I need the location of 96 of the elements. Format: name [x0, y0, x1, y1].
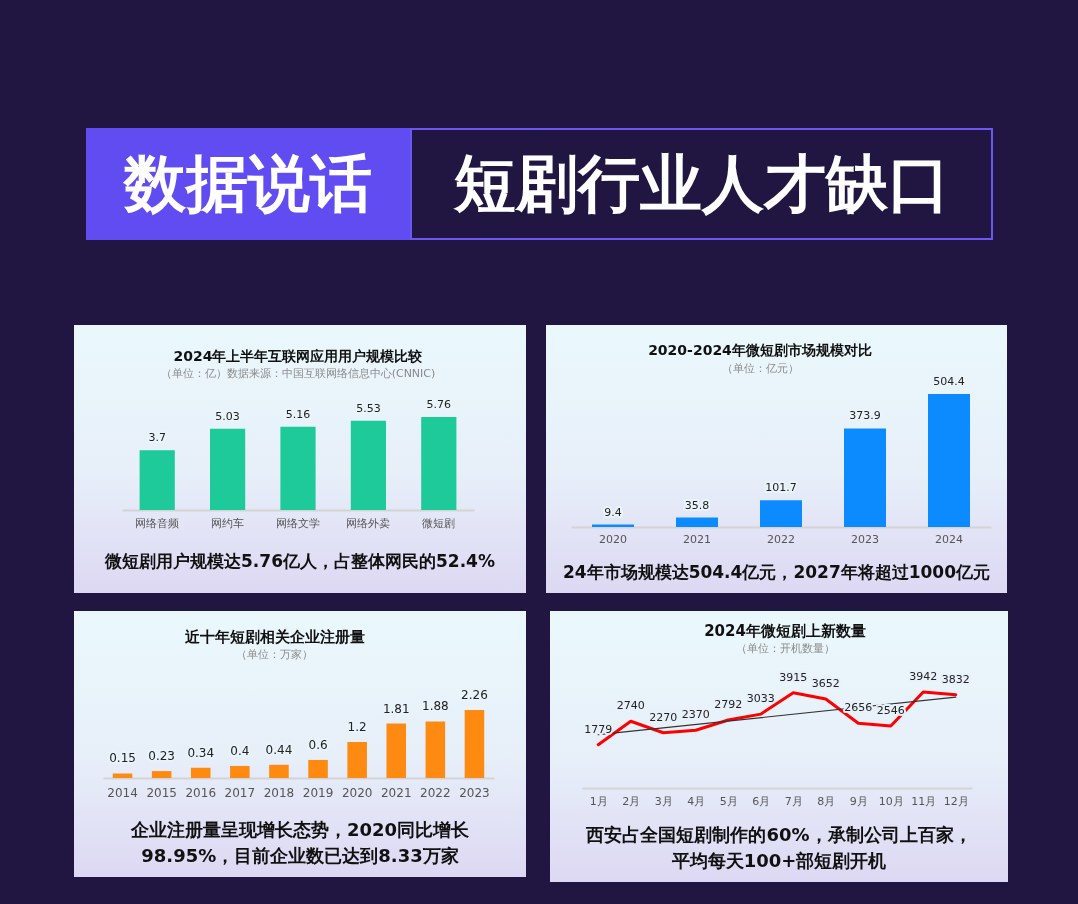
x-tick-label: 10月	[878, 794, 904, 808]
chart-title: 近十年短剧相关企业注册量	[183, 628, 365, 646]
data-label: 1.81	[382, 701, 410, 716]
bar	[760, 500, 802, 527]
data-label: 0.44	[265, 742, 293, 757]
data-label: 5.03	[215, 409, 240, 423]
x-tick-label: 2014	[107, 785, 138, 800]
data-label: 0.15	[109, 751, 136, 766]
bar	[139, 450, 175, 510]
data-label: 3652	[811, 677, 840, 691]
data-label: 0.6	[308, 737, 328, 752]
bar	[421, 417, 457, 510]
bar	[386, 723, 407, 778]
x-tick-label: 2022	[420, 785, 451, 800]
text: 24年市场规模达504.4亿元，2027年将超过1000亿元	[561, 561, 992, 584]
bar	[464, 710, 485, 778]
x-tick-label: 网约车	[211, 516, 245, 530]
bar	[350, 420, 386, 510]
bar	[347, 741, 367, 778]
text: 西安占全国短剧制作的60%，承制公司上百家，平均每天100+部短剧开机	[586, 823, 972, 874]
bar	[425, 721, 446, 778]
x-tick-label: 2020	[341, 785, 373, 800]
data-label: 0.34	[187, 745, 215, 760]
data-label: 0.23	[148, 749, 176, 764]
x-tick-label: 2019	[302, 785, 334, 800]
data-label: 1779	[584, 722, 613, 736]
bar	[190, 767, 211, 778]
bar	[151, 771, 172, 778]
bar	[676, 517, 718, 527]
data-label: 0.4	[230, 743, 250, 758]
bar	[928, 394, 970, 527]
data-label: 1.88	[421, 699, 449, 714]
bar	[280, 426, 316, 510]
chart-subtitle: （单位：亿）数据来源：中国互联网络信息中心(CNNIC)	[160, 367, 436, 380]
x-tick-label: 9月	[849, 794, 868, 808]
x-tick-label: 5月	[719, 794, 738, 808]
x-tick-label: 2023	[851, 532, 879, 546]
data-label: 5.16	[285, 407, 311, 421]
data-label: 2270	[649, 710, 678, 724]
x-tick-label: 2020	[599, 532, 627, 546]
x-tick-label: 1月	[589, 794, 608, 808]
x-tick-label: 3月	[654, 794, 673, 808]
chart-title: 2024年上半年互联网应用用户规模比较	[173, 348, 424, 364]
x-tick-label: 2月	[622, 794, 641, 808]
x-tick-label: 7月	[784, 794, 803, 808]
chart-title: 2024年微短剧上新数量	[704, 622, 866, 640]
text: 短剧行业人才缺口	[410, 128, 993, 240]
data-label: 5.53	[356, 401, 381, 415]
data-label: 504.4	[933, 375, 965, 388]
x-tick-label: 2016	[185, 785, 217, 800]
data-label: 2740	[616, 699, 645, 713]
chart-subtitle: （单位：万家）	[236, 648, 313, 661]
x-tick-label: 2018	[263, 785, 295, 800]
bar	[210, 428, 246, 510]
x-tick-label: 2021	[683, 532, 711, 546]
data-label: 3.7	[148, 431, 166, 445]
x-tick-label: 微短剧	[422, 516, 456, 530]
x-tick-label: 2023	[459, 785, 490, 800]
data-label: 35.8	[684, 498, 710, 512]
x-tick-label: 2021	[380, 785, 412, 800]
bar	[230, 765, 250, 778]
x-tick-label: 6月	[752, 794, 771, 808]
chart-subtitle: （单位：亿元）	[721, 362, 799, 375]
text: 微短剧用户规模达5.76亿人，占整体网民的52.4%	[104, 550, 496, 573]
data-label: 3942	[909, 670, 938, 683]
data-label: 3915	[779, 670, 808, 684]
text: 企业注册量呈现增长态势，2020同比增长98.95%，目前企业数已达到8.33万家	[129, 818, 471, 869]
data-label: 3033	[746, 692, 775, 706]
data-label: 3832	[941, 672, 970, 686]
text: 数据说话	[86, 128, 410, 240]
data-label: 9.4	[604, 505, 622, 519]
bar	[112, 773, 133, 778]
bar	[308, 759, 328, 778]
x-tick-label: 4月	[687, 794, 706, 808]
x-tick-label: 2024	[935, 532, 963, 546]
data-label: 5.76	[426, 398, 452, 411]
chart-title: 2020-2024年微短剧市场规模对比	[648, 342, 872, 358]
data-label: 2792	[714, 698, 743, 712]
data-label: 373.9	[849, 409, 881, 423]
data-label: 2.26	[461, 688, 488, 702]
x-tick-label: 网络文学	[276, 516, 320, 530]
x-tick-label: 12月	[943, 794, 969, 808]
x-tick-label: 11月	[911, 794, 937, 808]
bar	[844, 428, 886, 527]
x-tick-label: 8月	[817, 794, 836, 808]
chart-subtitle: （单位：开机数量）	[735, 642, 835, 655]
x-tick-label: 2015	[146, 785, 177, 800]
x-tick-label: 2022	[767, 532, 795, 546]
data-label: 2370	[681, 708, 710, 722]
data-label: 1.2	[347, 719, 367, 734]
data-label: 101.7	[765, 481, 797, 495]
x-tick-label: 网络音频	[135, 516, 180, 530]
data-label: 2546	[876, 704, 905, 717]
x-tick-label: 网络外卖	[346, 516, 391, 530]
bar	[269, 764, 289, 778]
x-tick-label: 2017	[224, 785, 256, 800]
